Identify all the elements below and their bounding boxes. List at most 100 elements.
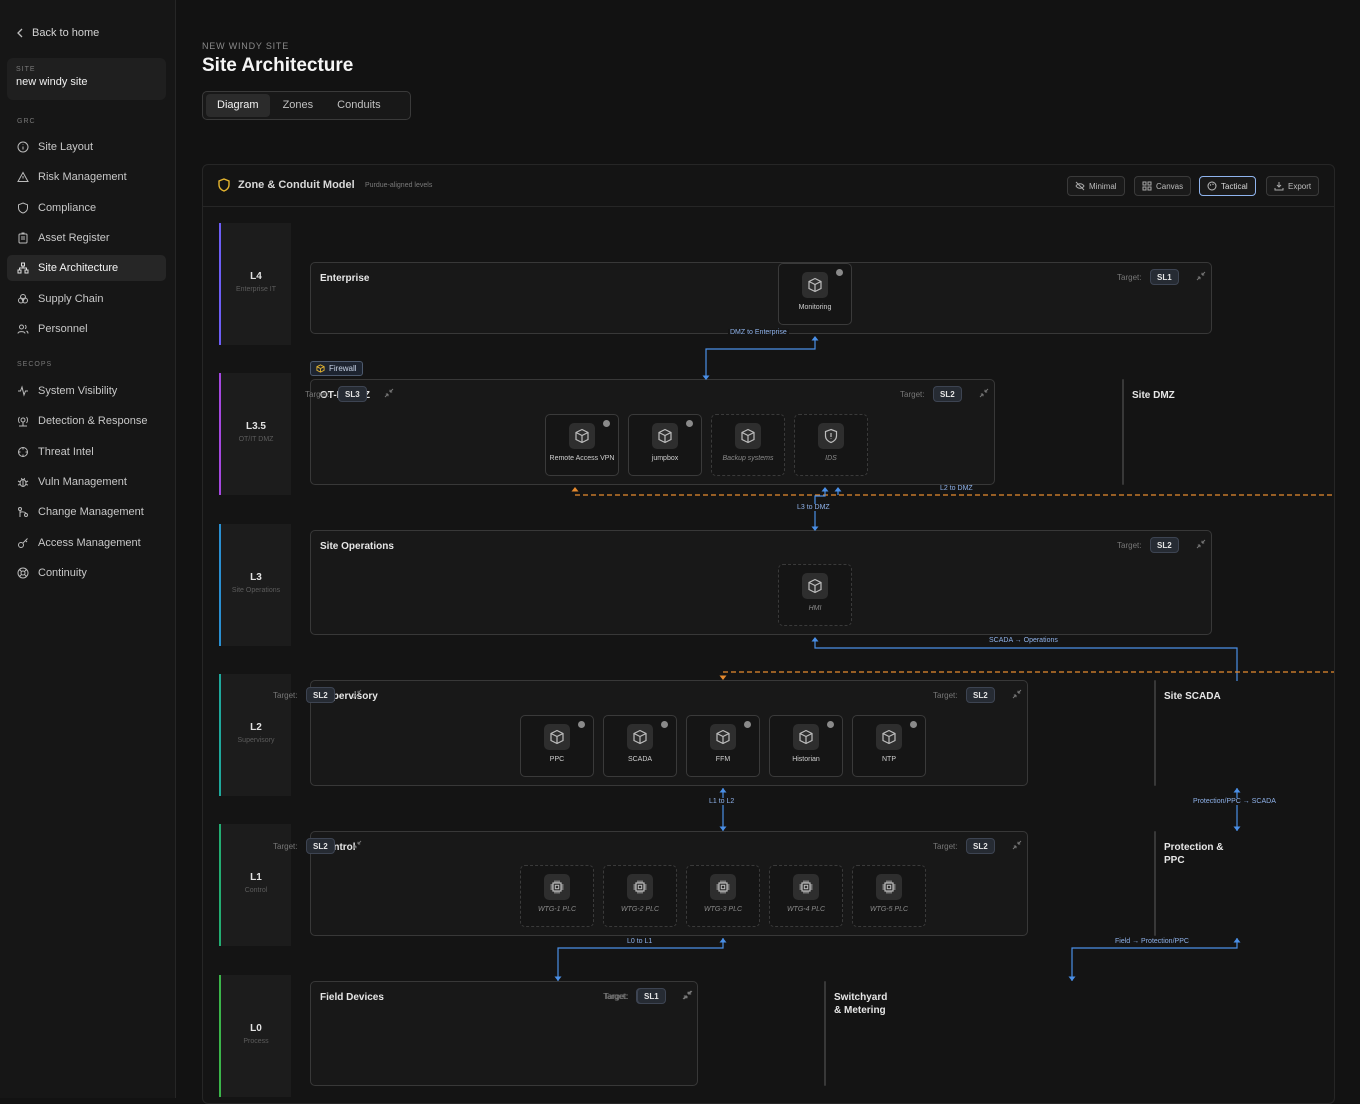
conduit-label-scada-operations[interactable]: SCADA → Operations bbox=[987, 637, 1060, 644]
tab-conduits[interactable]: Conduits bbox=[337, 99, 381, 111]
collapse-icon[interactable] bbox=[352, 840, 362, 850]
conduit-label-l2-to-dmz[interactable]: L2 to DMZ bbox=[938, 485, 975, 492]
site-selector[interactable]: SITE new windy site bbox=[7, 58, 166, 100]
sidebar-item-label: Site Layout bbox=[38, 141, 94, 153]
sidebar-item-label: Change Management bbox=[38, 506, 144, 519]
asset-icon bbox=[652, 423, 678, 449]
eye-off-icon bbox=[1075, 181, 1085, 191]
asset-icon bbox=[544, 724, 570, 750]
collapse-icon[interactable] bbox=[1012, 689, 1022, 699]
sidebar-item-access-management[interactable]: Access Management bbox=[7, 530, 166, 556]
box-icon bbox=[741, 428, 755, 444]
zone-field-devices[interactable]: Field Devices Target: SL1 bbox=[310, 981, 698, 1086]
site-name: new windy site bbox=[16, 76, 88, 88]
chip-icon bbox=[633, 880, 647, 894]
sidebar-item-label: Supply Chain bbox=[38, 292, 104, 305]
sidebar-item-site-layout[interactable]: Site Layout bbox=[7, 134, 166, 160]
asset-wtg-2-plc[interactable]: WTG-2 PLC bbox=[603, 865, 677, 927]
asset-name: WTG-3 PLC bbox=[703, 906, 743, 913]
target-label: Target: bbox=[1117, 273, 1142, 282]
sidebar-item-asset-register[interactable]: Asset Register bbox=[7, 225, 166, 251]
collapse-icon[interactable] bbox=[979, 388, 989, 398]
conduit-label-l0-to-l1[interactable]: L0 to L1 bbox=[625, 938, 655, 945]
sidebar-item-supply-chain[interactable]: Supply Chain bbox=[7, 286, 166, 312]
asset-historian[interactable]: Historian bbox=[769, 715, 843, 777]
status-dot bbox=[578, 721, 585, 728]
conduit-dmz-enterprise[interactable] bbox=[705, 337, 816, 379]
box-icon bbox=[799, 729, 813, 745]
arrow-up bbox=[834, 487, 842, 492]
zone-site-scada[interactable]: Site SCADA Target: SL2 bbox=[273, 680, 1221, 786]
zone-site-dmz[interactable]: Site DMZ Target: SL3 bbox=[305, 379, 1175, 485]
asset-icon bbox=[569, 423, 595, 449]
sidebar-item-change-management[interactable]: Change Management bbox=[7, 499, 166, 525]
collapse-icon[interactable] bbox=[1196, 271, 1206, 281]
asset-wtg-3-plc[interactable]: WTG-3 PLC bbox=[686, 865, 760, 927]
palette-icon bbox=[1207, 181, 1217, 191]
sidebar-item-detection-response[interactable]: Detection & Response bbox=[7, 408, 166, 434]
target-label: Target: bbox=[273, 691, 298, 700]
status-dot bbox=[910, 721, 917, 728]
asset-ntp[interactable]: NTP bbox=[852, 715, 926, 777]
conduit-scada-ops[interactable] bbox=[814, 638, 1238, 681]
sidebar-item-compliance[interactable]: Compliance bbox=[7, 195, 166, 221]
level-name: Enterprise IT bbox=[235, 286, 277, 293]
security-level-badge: SL1 bbox=[637, 988, 666, 1004]
minimal-button[interactable]: Minimal bbox=[1067, 176, 1125, 196]
sidebar-item-continuity[interactable]: Continuity bbox=[7, 560, 166, 586]
asset-name: WTG-2 PLC bbox=[620, 906, 660, 913]
asset-name: Remote Access VPN bbox=[549, 455, 615, 462]
status-dot bbox=[827, 721, 834, 728]
sidebar-item-site-architecture[interactable]: Site Architecture bbox=[7, 255, 166, 282]
asset-icon bbox=[793, 724, 819, 750]
zone-enterprise[interactable]: Enterprise Target: SL1 bbox=[310, 262, 1212, 334]
conduit-label-l3-to-dmz[interactable]: L3 to DMZ bbox=[795, 504, 832, 511]
main-content: NEW WINDY SITE Site Architecture Diagram… bbox=[177, 0, 1360, 1104]
conduit-label-field-protection-ppc[interactable]: Field → Protection/PPC bbox=[1113, 938, 1191, 945]
zone-protection-ppc[interactable]: Protection & PPC Target: SL2 bbox=[273, 831, 1223, 936]
conduit-label-protection-ppc-scada[interactable]: Protection/PPC → SCADA bbox=[1191, 798, 1278, 805]
collapse-icon[interactable] bbox=[683, 990, 693, 1000]
firewall-badge[interactable]: Firewall bbox=[310, 361, 363, 376]
asset-monitoring[interactable]: Monitoring bbox=[778, 263, 852, 325]
conduit-label-l1-to-l2[interactable]: L1 to L2 bbox=[707, 798, 737, 805]
asset-ffm[interactable]: FFM bbox=[686, 715, 760, 777]
sidebar-item-system-visibility[interactable]: System Visibility bbox=[7, 378, 166, 404]
back-link[interactable]: Back to home bbox=[16, 27, 99, 39]
asset-wtg-1-plc[interactable]: WTG-1 PLC bbox=[520, 865, 594, 927]
arrow-up bbox=[811, 637, 819, 642]
sidebar-item-vuln-management[interactable]: Vuln Management bbox=[7, 469, 166, 495]
boxes-icon bbox=[18, 293, 28, 303]
arrow-up bbox=[719, 788, 727, 793]
sidebar-item-personnel[interactable]: Personnel bbox=[7, 316, 166, 342]
arrow-down bbox=[1068, 976, 1076, 981]
asset-ppc[interactable]: PPC bbox=[520, 715, 594, 777]
security-level-badge: SL2 bbox=[1150, 537, 1179, 553]
export-button[interactable]: Export bbox=[1266, 176, 1320, 196]
download-icon bbox=[1274, 182, 1284, 191]
tactical-button[interactable]: Tactical bbox=[1199, 176, 1256, 196]
asset-wtg-5-plc[interactable]: WTG-5 PLC bbox=[852, 865, 926, 927]
asset-scada[interactable]: SCADA bbox=[603, 715, 677, 777]
asset-hmi[interactable]: HMI bbox=[778, 564, 852, 626]
conduit-label-dmz-to-enterprise[interactable]: DMZ to Enterprise bbox=[728, 329, 789, 336]
target-label: Target: bbox=[1117, 541, 1142, 550]
sidebar-item-label: Risk Management bbox=[38, 171, 127, 184]
sidebar-item-risk-management[interactable]: Risk Management bbox=[7, 164, 166, 190]
collapse-icon[interactable] bbox=[1012, 840, 1022, 850]
tab-diagram[interactable]: Diagram bbox=[206, 94, 270, 117]
asset-wtg-4-plc[interactable]: WTG-4 PLC bbox=[769, 865, 843, 927]
sidebar-item-threat-intel[interactable]: Threat Intel bbox=[7, 439, 166, 465]
zone-site-operations[interactable]: Site Operations Target: SL2 bbox=[310, 530, 1212, 635]
collapse-icon[interactable] bbox=[384, 388, 394, 398]
collapse-icon[interactable] bbox=[1196, 539, 1206, 549]
asset-ids[interactable]: IDS bbox=[794, 414, 868, 476]
zone-switchyard-metering[interactable]: Switchyard & Metering Target: SL1 bbox=[604, 981, 887, 1086]
asset-jumpbox[interactable]: jumpbox bbox=[628, 414, 702, 476]
tab-zones[interactable]: Zones bbox=[282, 99, 314, 111]
arrow-up bbox=[571, 487, 579, 492]
canvas-button[interactable]: Canvas bbox=[1134, 176, 1192, 196]
asset-backup-systems[interactable]: Backup systems bbox=[711, 414, 785, 476]
asset-remote-access-vpn[interactable]: Remote Access VPN bbox=[545, 414, 619, 476]
collapse-icon[interactable] bbox=[352, 689, 362, 699]
